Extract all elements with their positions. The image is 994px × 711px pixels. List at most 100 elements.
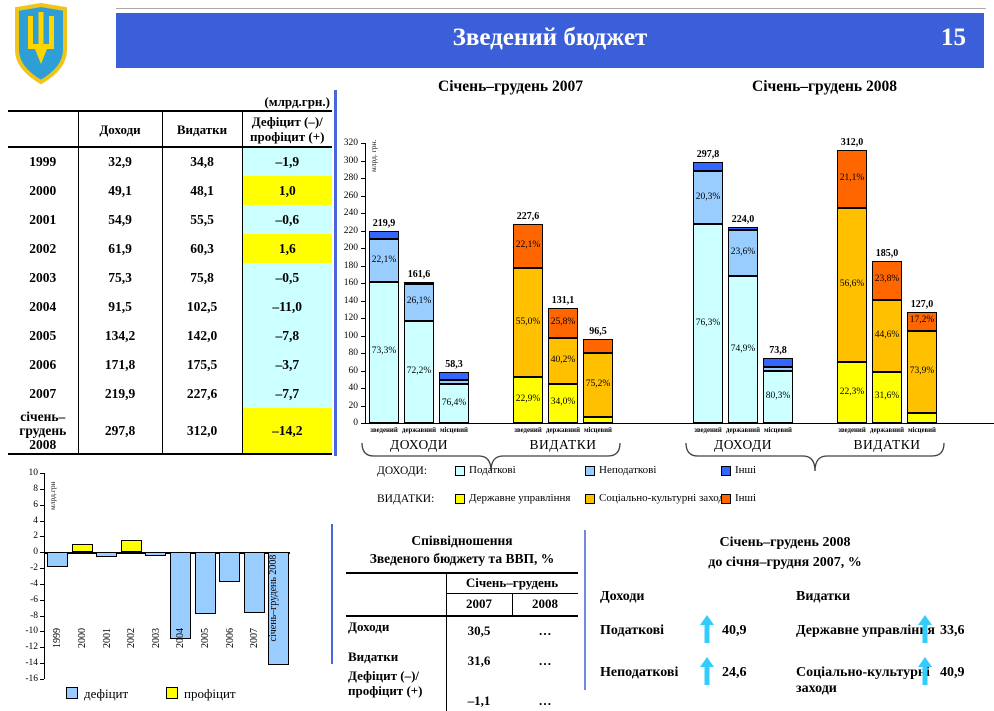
year-2007-header: 2007 bbox=[466, 596, 492, 611]
bar-segment bbox=[548, 383, 578, 423]
mini-legend-swatch bbox=[166, 687, 178, 699]
bar-segment bbox=[907, 311, 937, 331]
gdp-row-label: Дефіцит (–)/ профіцит (+) bbox=[348, 668, 423, 698]
y-tick-label: 0 bbox=[33, 547, 38, 558]
group-brace bbox=[685, 442, 945, 472]
y-tick-label: 160 bbox=[343, 278, 358, 288]
deficit-bar bbox=[145, 552, 167, 557]
bar-total-label: 58,3 bbox=[445, 358, 463, 370]
revenue-legend-label: Неподаткові bbox=[599, 464, 657, 476]
bar-segment bbox=[369, 239, 399, 282]
gdp-row-label: Доходи bbox=[348, 619, 390, 634]
x-category-label: 2002 bbox=[126, 628, 138, 648]
table-rule bbox=[446, 572, 447, 711]
balance-cell: 1,0 bbox=[241, 176, 332, 205]
y-tick-label: -2 bbox=[30, 563, 38, 574]
expenditure-cell: 175,5 bbox=[161, 350, 242, 379]
y-tick-mark bbox=[40, 679, 44, 680]
divider-line bbox=[334, 90, 337, 456]
category-label: зведений bbox=[694, 427, 722, 434]
y-tick-mark bbox=[361, 423, 365, 424]
y-tick-label: 220 bbox=[343, 225, 358, 236]
category-label: місцевий bbox=[908, 427, 936, 434]
bar-segment bbox=[404, 284, 434, 321]
y-tick-mark bbox=[361, 353, 365, 354]
y-tick-label: -16 bbox=[25, 674, 38, 684]
up-arrow-icon bbox=[918, 657, 932, 685]
expenditure-column-header: Видатки bbox=[161, 110, 242, 148]
segment-percent-label: 76,3% bbox=[695, 317, 721, 328]
y-tick-mark bbox=[40, 583, 44, 585]
chart-2007-plot: 0 20 40 60 80 100 120 140 160 180 200 220 240 260 280 3… bbox=[341, 76, 680, 480]
segment-percent-label: 25,8% bbox=[550, 317, 576, 328]
growth-revenue-label: Неподаткові bbox=[600, 665, 679, 680]
year-cell: 2001 bbox=[29, 211, 57, 227]
segment-percent-label: 73,3% bbox=[371, 346, 397, 357]
bar-total-label: 227,6 bbox=[516, 210, 540, 222]
y-tick-mark bbox=[40, 504, 44, 506]
year-column-header bbox=[8, 110, 78, 148]
x-category-label: 2006 bbox=[224, 628, 236, 648]
bar-segment bbox=[872, 371, 902, 423]
divider-line bbox=[584, 530, 586, 690]
revenue-cell: 219,9 bbox=[77, 379, 162, 408]
balance-cell: –3,7 bbox=[241, 350, 332, 379]
up-arrow-icon bbox=[918, 615, 932, 643]
x-category-label: 2000 bbox=[76, 628, 88, 648]
revenue-legend-swatch bbox=[721, 466, 731, 476]
y-tick-mark bbox=[361, 318, 365, 319]
y-tick-mark bbox=[361, 370, 365, 372]
y-tick-mark bbox=[361, 283, 365, 284]
y-tick-mark bbox=[40, 615, 44, 617]
expenditure-legend-swatch bbox=[455, 494, 465, 504]
year-cell: 2003 bbox=[29, 269, 57, 285]
category-label: зведений bbox=[514, 427, 542, 434]
y-tick-mark bbox=[40, 473, 44, 474]
bar-segment bbox=[548, 337, 578, 384]
y-tick-label: 20 bbox=[348, 400, 359, 411]
budget-table-body: 1999 32,9 34,8 –1,9 2000 49,1 48,1 1,0 2001 54,9 5… bbox=[8, 147, 332, 454]
y-tick-mark bbox=[40, 599, 44, 601]
bar-segment bbox=[439, 380, 469, 385]
category-label: зведений bbox=[838, 427, 866, 434]
segment-percent-label: 22,3% bbox=[839, 386, 865, 397]
y-tick-label: 200 bbox=[343, 243, 358, 253]
chart-2008-plot: 76,3% 20,3% 297,8 зведений 74,9% 23,6% 224,0 де… bbox=[655, 76, 994, 480]
year-cell: 2007 bbox=[29, 385, 57, 401]
segment-percent-label: 21,1% bbox=[839, 172, 865, 183]
segment-percent-label: 44,6% bbox=[874, 329, 900, 340]
segment-percent-label: 80,3% bbox=[765, 391, 791, 402]
category-label: державний bbox=[546, 427, 580, 434]
year-2008-header: 2008 bbox=[532, 596, 558, 611]
y-tick-mark bbox=[361, 230, 365, 232]
group-brace bbox=[361, 442, 621, 472]
table-row: 2004 91,5 102,5 –11,0 bbox=[8, 292, 332, 321]
bar-segment bbox=[693, 224, 723, 423]
y-tick-label: 80 bbox=[348, 348, 359, 358]
expenditure-legend-swatch bbox=[585, 494, 595, 504]
y-tick-mark bbox=[361, 213, 365, 214]
y-tick-label: 0 bbox=[353, 418, 358, 428]
segment-percent-label: 55,0% bbox=[515, 316, 541, 327]
category-label: місцевий bbox=[764, 427, 792, 434]
y-tick-mark bbox=[361, 248, 365, 249]
category-label: державний bbox=[402, 427, 436, 434]
bar-total-label: 312,0 bbox=[840, 137, 864, 148]
bar-segment bbox=[369, 230, 399, 240]
gdp-value-2008: … bbox=[538, 693, 552, 708]
bar-segment bbox=[872, 261, 902, 300]
bar-total-label: 297,8 bbox=[696, 149, 720, 161]
y-tick-mark bbox=[361, 195, 365, 197]
deficit-bar bbox=[219, 552, 241, 582]
table-row: 1999 32,9 34,8 –1,9 bbox=[8, 147, 332, 176]
expenditure-header: Видатки bbox=[796, 589, 851, 604]
revenue-cell: 297,8 bbox=[77, 408, 162, 454]
deficit-bar bbox=[243, 552, 265, 614]
mini-legend-label: профіцит bbox=[184, 686, 236, 701]
revenue-cell: 171,8 bbox=[77, 350, 162, 379]
chart-legend: ДОХОДИ: Податкові Неподаткові Інші ВИДАТКИ… bbox=[341, 464, 991, 518]
x-axis-line bbox=[365, 423, 680, 424]
y-tick-label: 240 bbox=[343, 208, 358, 218]
legend-revenue-label: ДОХОДИ: bbox=[377, 465, 428, 477]
gdp-value-2008: … bbox=[538, 653, 552, 668]
